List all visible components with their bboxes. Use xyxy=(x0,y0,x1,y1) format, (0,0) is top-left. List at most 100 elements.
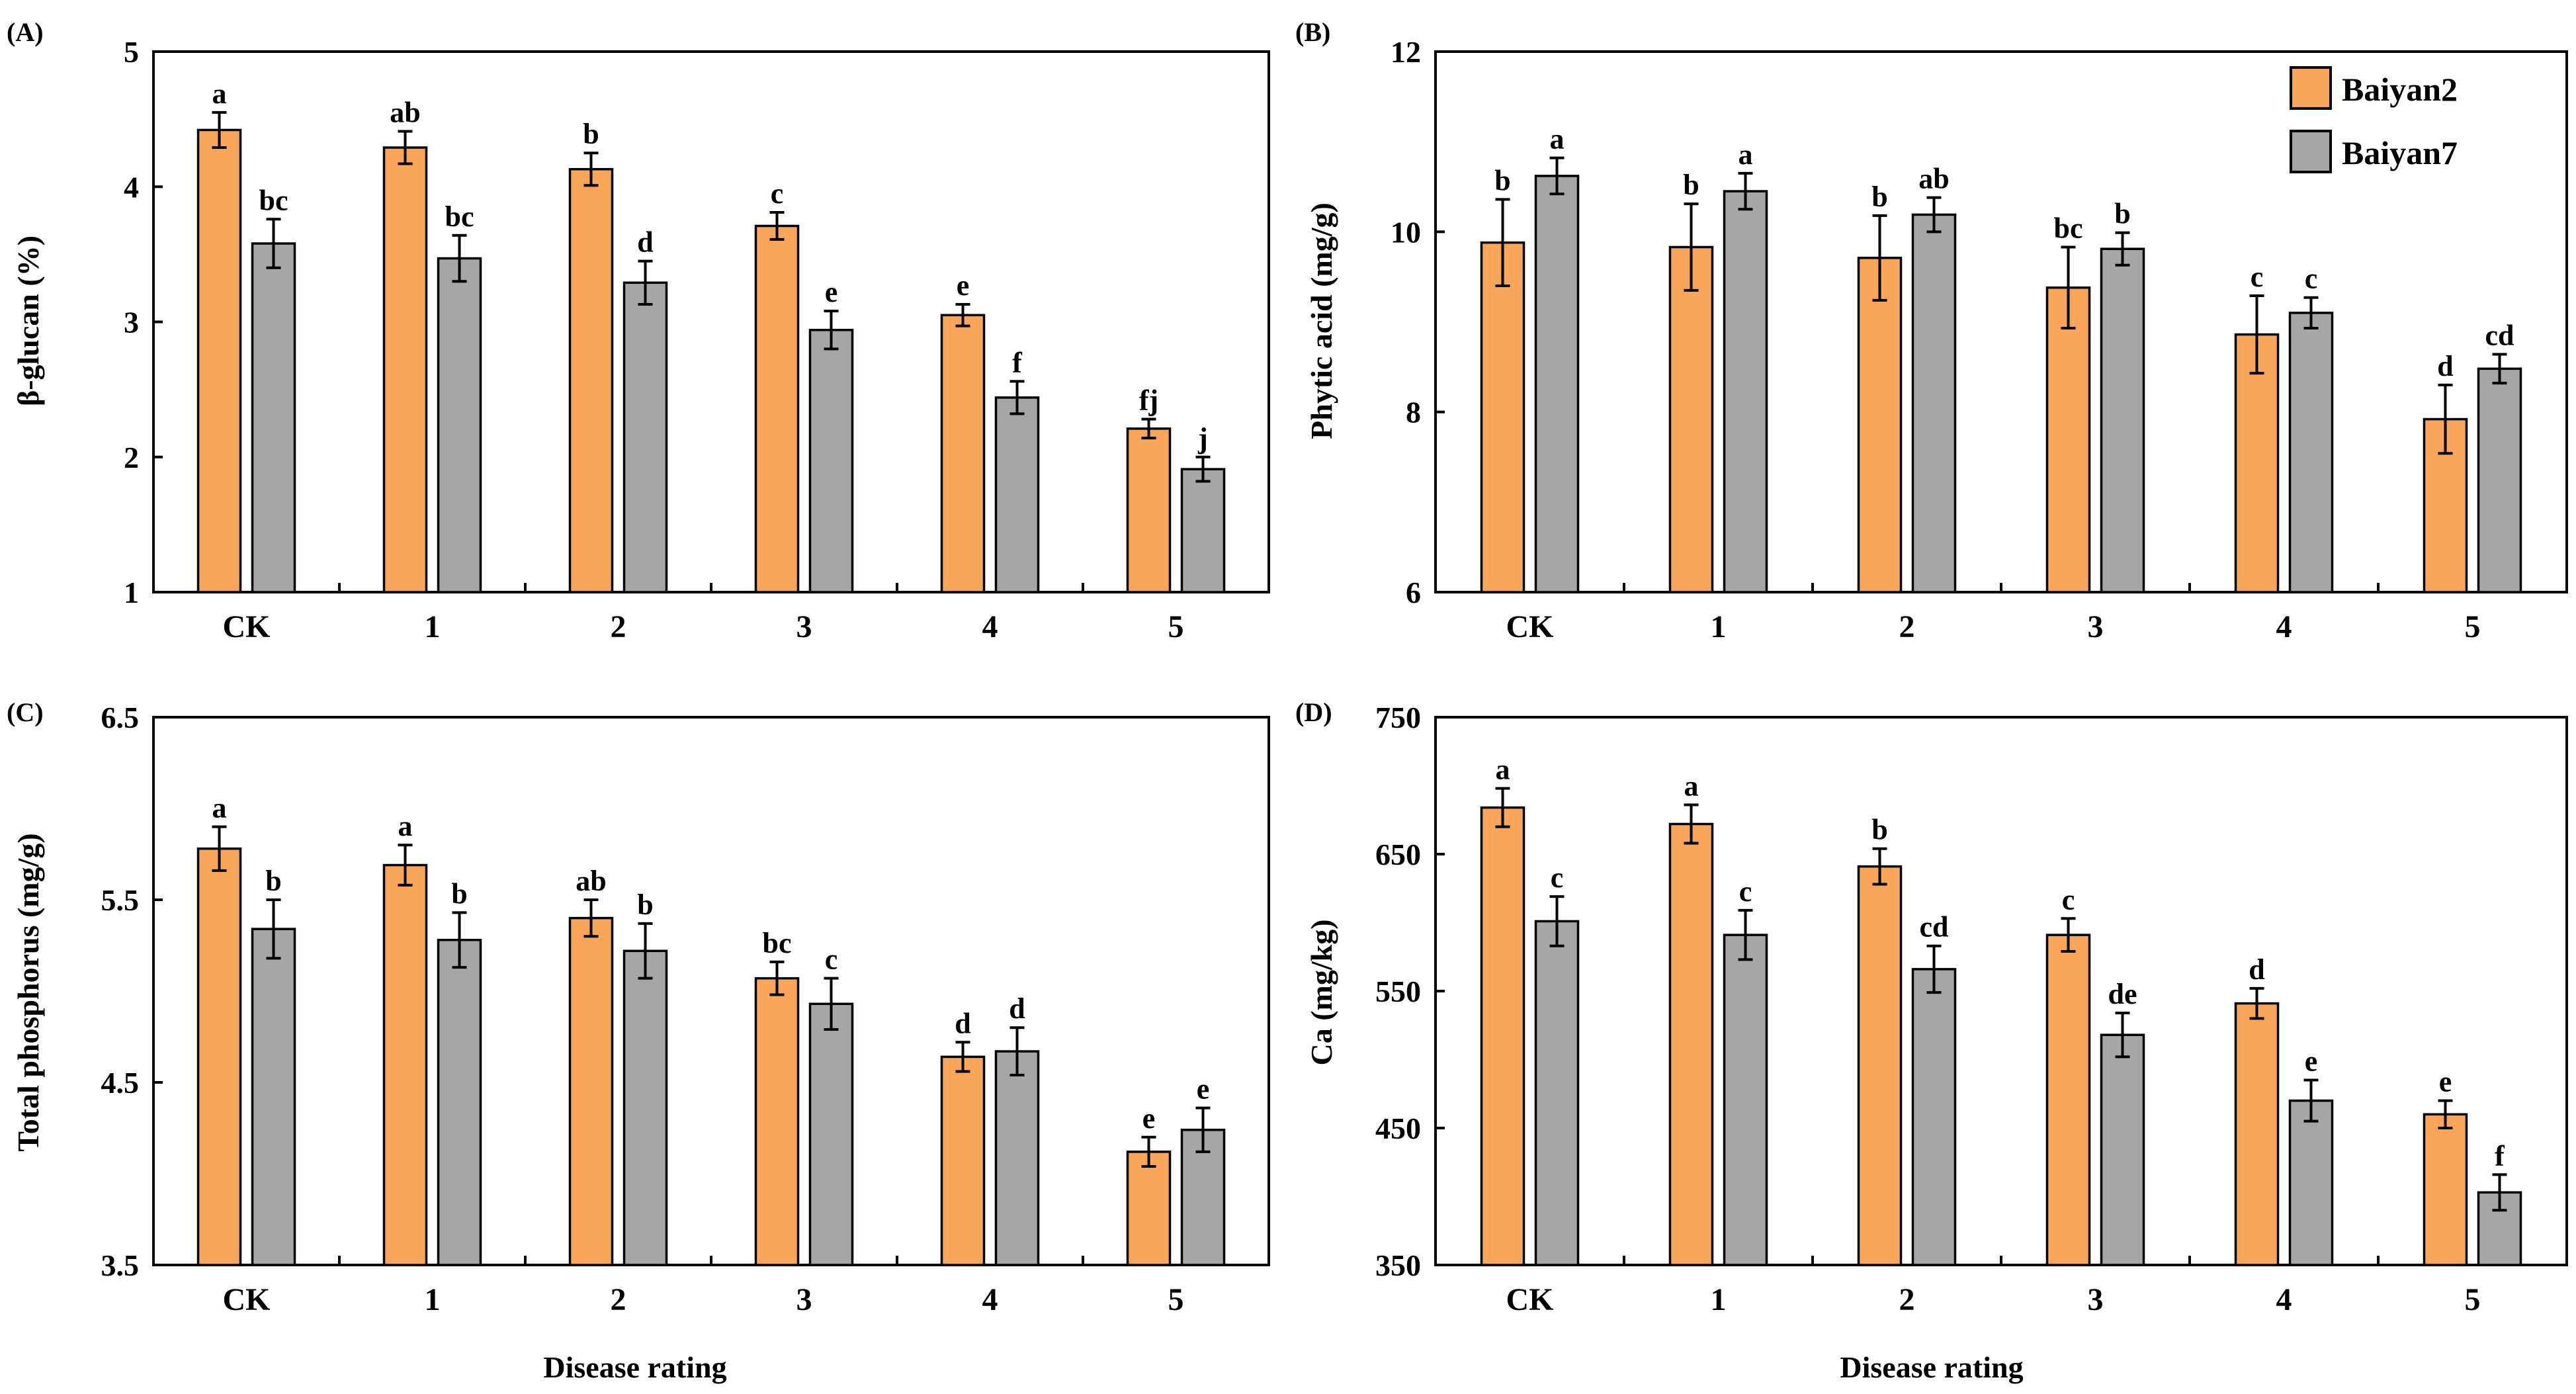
panel-d-sig-label: a xyxy=(1496,754,1510,786)
panel-b-sig-label: a xyxy=(1550,123,1565,155)
panel-d-bar-baiyan2 xyxy=(2423,1113,2468,1266)
panel-d-xtick-label: CK xyxy=(1506,1282,1554,1317)
panel-c-bar-baiyan7 xyxy=(623,949,668,1266)
panel-a-bar-baiyan7 xyxy=(623,281,668,593)
panel-d-ytick-label: 750 xyxy=(1375,701,1421,734)
panel-d-bar-baiyan7 xyxy=(1534,920,1580,1266)
panel-a-sig-label: e xyxy=(957,269,970,302)
legend-swatch-baiyan7 xyxy=(2290,130,2332,173)
panel-c-ytick-label: 5.5 xyxy=(101,883,140,917)
panel-c-sig-label: e xyxy=(1142,1102,1156,1135)
panel-b-sig-label: d xyxy=(2437,350,2453,382)
panel-a-ytick-label: 3 xyxy=(124,306,139,339)
panel-c-sig-label: b xyxy=(265,865,281,897)
panel-c-sig-label: a xyxy=(398,810,413,842)
panel-c-bar-baiyan7 xyxy=(808,1002,854,1266)
panel-c-bar-baiyan7 xyxy=(994,1050,1040,1266)
panel-a-bar-baiyan2 xyxy=(1126,427,1172,593)
legend-label-baiyan2: Baiyan2 xyxy=(2342,71,2458,108)
panel-b-bar-baiyan7 xyxy=(1911,213,1957,593)
panel-a-sig-label: e xyxy=(825,276,838,308)
panel-a-plot: 1 2 3 4 5 CK a bc 1 ab bc 2 b d 3 c e 4 e f 5 fj j xyxy=(124,35,1270,644)
panel-c: (C) Total phosphorus (mg/g) Disease rati… xyxy=(7,697,1270,1384)
panel-d-bar-baiyan2 xyxy=(1668,822,1714,1266)
panel-c-bar-baiyan7 xyxy=(437,938,482,1266)
panel-b-xtick-label: 5 xyxy=(2465,609,2481,644)
panel-c-xtick-label: 2 xyxy=(611,1282,626,1317)
panel-a-ytick-label: 5 xyxy=(124,35,139,69)
panel-d-sig-label: e xyxy=(2439,1066,2452,1098)
panel-b-sig-label: b xyxy=(1871,181,1887,213)
panel-a-sig-label: a xyxy=(212,77,227,110)
panel-a-xtick-label: 2 xyxy=(611,609,626,644)
panel-d-sig-label: a xyxy=(1684,769,1699,802)
panel-c-sig-label: d xyxy=(1009,992,1025,1025)
panel-b-sig-label: bc xyxy=(2054,212,2083,244)
panel-c-sig-label: e xyxy=(1197,1073,1210,1106)
panel-a-sig-label: fj xyxy=(1139,384,1158,417)
panel-c-ytick-label: 3.5 xyxy=(101,1248,140,1282)
panel-c-xtick-label: CK xyxy=(223,1282,271,1317)
panel-d-bar-baiyan2 xyxy=(2045,934,2091,1266)
panel-c-xtick-label: 1 xyxy=(425,1282,441,1317)
panel-b-bar-baiyan2 xyxy=(2045,286,2091,593)
panel-b-bar-baiyan7 xyxy=(1534,175,1580,593)
legend-label-baiyan7: Baiyan7 xyxy=(2342,134,2458,171)
panel-b-bar-baiyan7 xyxy=(2477,367,2522,593)
panel-d-xlabel: Disease rating xyxy=(1840,1350,2023,1384)
panel-d-sig-label: b xyxy=(1871,814,1887,846)
panel-a-ytick-label: 2 xyxy=(124,441,139,474)
panel-d-ytick-label: 350 xyxy=(1375,1248,1421,1282)
panel-c-xlabel: Disease rating xyxy=(543,1350,726,1384)
panel-b-ytick-label: 6 xyxy=(1406,576,1421,609)
panel-a-xtick-label: CK xyxy=(223,609,271,644)
panel-b-xtick-label: 2 xyxy=(1899,609,1915,644)
panel-a-sig-label: f xyxy=(1012,346,1023,378)
panel-d-bar-baiyan2 xyxy=(1857,865,1903,1266)
panel-d-xtick-label: 2 xyxy=(1899,1282,1915,1317)
panel-d-ylabel: Ca (mg/kg) xyxy=(1305,919,1338,1065)
panel-d-bar-baiyan7 xyxy=(1723,934,1768,1266)
panel-d-sig-label: e xyxy=(2305,1045,2318,1078)
panel-d-sig-label: f xyxy=(2495,1139,2505,1172)
panel-a-ytick-label: 4 xyxy=(124,170,139,204)
legend: Baiyan2 Baiyan7 xyxy=(2290,66,2458,173)
panel-a-bar-baiyan7 xyxy=(437,257,482,593)
panel-c-sig-label: b xyxy=(451,877,467,910)
panel-d-bar-baiyan2 xyxy=(2234,1002,2280,1266)
panel-c-bar-baiyan2 xyxy=(1126,1151,1172,1266)
panel-d-sig-label: cd xyxy=(1920,911,1949,943)
panel-d-sig-label: c xyxy=(2062,883,2075,916)
panel-a-label: (A) xyxy=(7,17,44,47)
panel-b-ytick-label: 12 xyxy=(1391,35,1421,69)
panel-b-bar-baiyan7 xyxy=(2288,312,2334,593)
panel-a-bar-baiyan2 xyxy=(568,167,614,593)
panel-c-ylabel: Total phosphorus (mg/g) xyxy=(11,833,45,1151)
panel-c-bar-baiyan7 xyxy=(251,928,296,1266)
panel-b-sig-label: ab xyxy=(1918,163,1949,195)
panel-d-xtick-label: 1 xyxy=(1711,1282,1727,1317)
panel-c-xtick-label: 5 xyxy=(1168,1282,1184,1317)
panel-d-bar-baiyan2 xyxy=(1480,806,1525,1266)
panel-a-ytick-label: 1 xyxy=(124,576,139,609)
panel-a-xtick-label: 5 xyxy=(1168,609,1184,644)
panel-a-sig-label: bc xyxy=(445,200,474,233)
panel-a-bar-baiyan7 xyxy=(251,242,296,593)
panel-d-sig-label: d xyxy=(2249,953,2264,986)
panel-b-xtick-label: 1 xyxy=(1711,609,1727,644)
legend-swatch-baiyan2 xyxy=(2290,66,2332,110)
panel-d-ytick-label: 550 xyxy=(1375,975,1421,1008)
panel-c-sig-label: c xyxy=(825,943,838,976)
panel-d-bar-baiyan7 xyxy=(2288,1099,2334,1266)
panel-c-label: (C) xyxy=(7,697,44,727)
panel-d-ytick-label: 650 xyxy=(1375,838,1421,871)
panel-c-sig-label: bc xyxy=(763,927,792,959)
panel-b-sig-label: c xyxy=(2251,261,2264,293)
panel-a-sig-label: b xyxy=(583,118,599,150)
panel-d-xtick-label: 3 xyxy=(2088,1282,2104,1317)
panel-a-sig-label: bc xyxy=(259,184,288,216)
panel-b-bar-baiyan2 xyxy=(1668,245,1714,593)
